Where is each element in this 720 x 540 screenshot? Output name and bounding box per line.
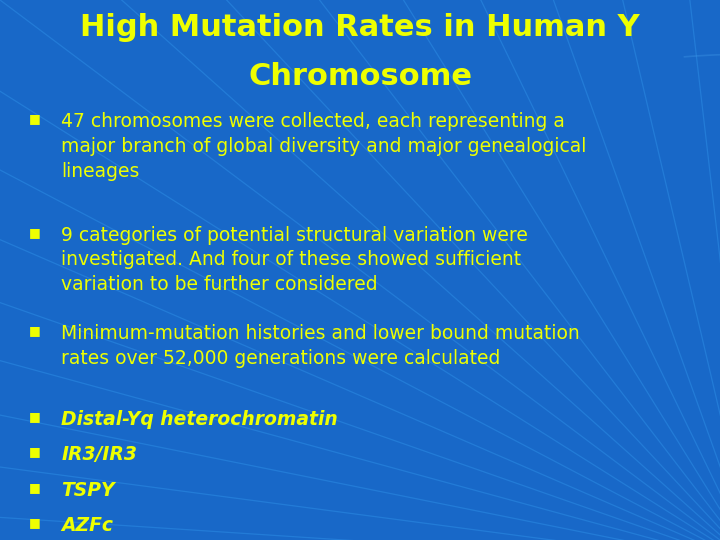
Text: ■: ■ bbox=[29, 516, 40, 529]
Text: AZFc: AZFc bbox=[61, 516, 113, 535]
Text: ■: ■ bbox=[29, 324, 40, 337]
Text: 9 categories of potential structural variation were
investigated. And four of th: 9 categories of potential structural var… bbox=[61, 226, 528, 294]
Text: High Mutation Rates in Human Y: High Mutation Rates in Human Y bbox=[80, 14, 640, 43]
Text: 47 chromosomes were collected, each representing a
major branch of global divers: 47 chromosomes were collected, each repr… bbox=[61, 112, 587, 181]
Text: IR3/IR3: IR3/IR3 bbox=[61, 446, 137, 464]
Text: TSPY: TSPY bbox=[61, 481, 114, 500]
Text: ■: ■ bbox=[29, 112, 40, 125]
Text: Chromosome: Chromosome bbox=[248, 62, 472, 91]
Text: ■: ■ bbox=[29, 481, 40, 494]
Text: ■: ■ bbox=[29, 446, 40, 458]
Text: Distal-Yq heterochromatin: Distal-Yq heterochromatin bbox=[61, 410, 338, 429]
Text: ■: ■ bbox=[29, 410, 40, 423]
Text: Minimum-mutation histories and lower bound mutation
rates over 52,000 generation: Minimum-mutation histories and lower bou… bbox=[61, 324, 580, 368]
Text: ■: ■ bbox=[29, 226, 40, 239]
